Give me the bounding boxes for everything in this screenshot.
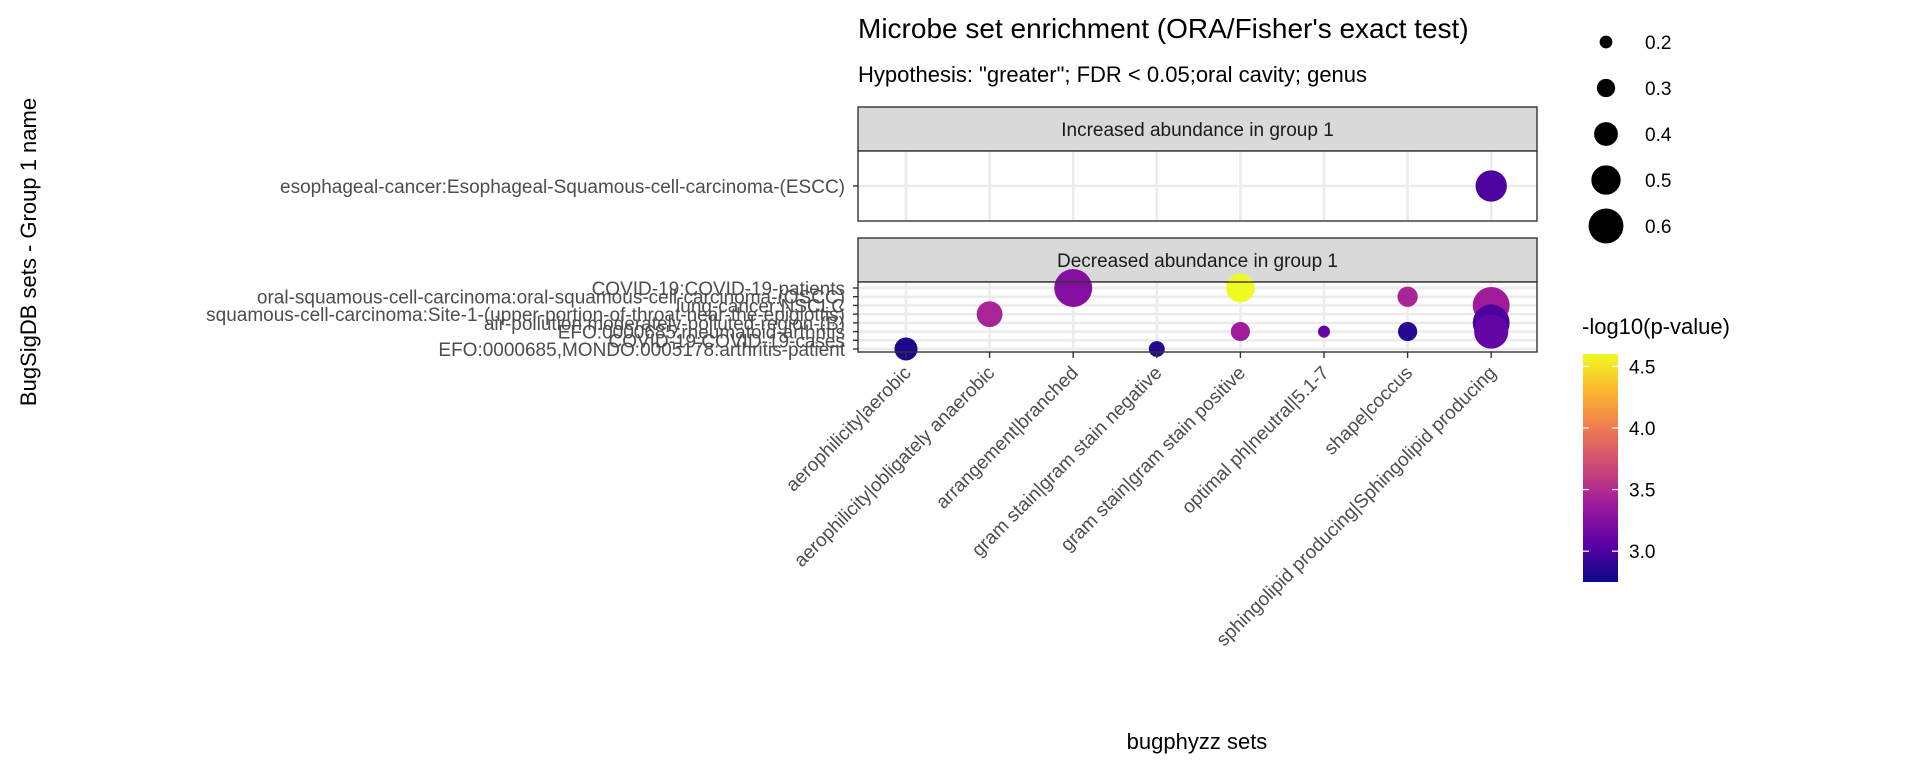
y-tick-label: EFO:0000685,MONDO:0005178:arthritis-pati… xyxy=(438,340,845,361)
data-point xyxy=(1226,273,1255,303)
color-legend-label: 3.0 xyxy=(1629,542,1655,563)
y-tick-label: COVID-19:COVID-19-patients xyxy=(592,279,845,300)
y-tick-label: COVID-19:COVID-19-cases xyxy=(608,331,845,352)
data-point xyxy=(1474,314,1509,349)
y-axis-title: BugSigDB sets - Group 1 name xyxy=(16,98,41,406)
size-legend-label: 0.4 xyxy=(1645,125,1672,146)
x-tick-label: arrangement|branched xyxy=(932,363,1083,514)
size-legend-label: 0.3 xyxy=(1645,79,1671,100)
panel-strip xyxy=(857,106,1538,152)
data-point xyxy=(894,337,918,361)
size-legend: 0.2 0.3 0.4 0.5 0.6 xyxy=(1588,33,1672,244)
color-legend-bar xyxy=(1583,354,1618,582)
data-point xyxy=(1318,325,1330,338)
panel-border xyxy=(857,150,1538,222)
color-legend-title: -log10(p-value) xyxy=(1582,314,1730,339)
data-point xyxy=(1148,341,1165,357)
y-tick-label: air-pollution:moderately-polluted-region… xyxy=(484,314,845,335)
size-legend-key xyxy=(1588,208,1624,244)
data-point xyxy=(1475,170,1507,202)
data-point xyxy=(1230,321,1250,342)
size-legend-label: 0.5 xyxy=(1645,171,1671,192)
chart-subtitle: Hypothesis: "greater"; FDR < 0.05;oral c… xyxy=(858,62,1367,87)
y-tick-label: squamous-cell-carcinoma:Site-1-(upper-po… xyxy=(206,305,845,326)
y-tick-label: oral-squamous-cell-carcinoma:oral-squamo… xyxy=(257,288,845,309)
color-legend-label: 4.5 xyxy=(1629,357,1655,378)
y-tick-label: lung-cancer:NSCLC xyxy=(676,296,845,317)
chart-title: Microbe set enrichment (ORA/Fisher's exa… xyxy=(858,13,1469,44)
data-point xyxy=(1054,269,1093,307)
color-legend-label: 3.5 xyxy=(1629,481,1655,502)
x-axis-group: aerophilicity|aerobicaerophilicity|oblig… xyxy=(782,352,1501,651)
x-axis-title: bugphyzz sets xyxy=(1127,729,1268,754)
data-point xyxy=(976,301,1003,328)
size-legend-key xyxy=(1596,78,1616,98)
x-tick-label: optimal ph|neutral|5.1-7 xyxy=(1178,363,1334,519)
panel-strip-label: Increased abundance in group 1 xyxy=(1061,120,1334,141)
panel-border xyxy=(857,281,1538,353)
panels-group: Increased abundance in group 1 esophageal… xyxy=(206,106,1538,361)
panel-1: Increased abundance in group 1 esophageal… xyxy=(280,106,1538,222)
size-legend-label: 0.2 xyxy=(1645,33,1671,54)
color-legend-label: 4.0 xyxy=(1629,419,1655,440)
data-point xyxy=(1397,286,1418,307)
size-legend-key xyxy=(1599,35,1613,49)
y-tick-label: EFO:0000685:rheumatoid-arthritis xyxy=(558,323,845,344)
size-legend-key xyxy=(1591,165,1621,195)
panel-2: Decreased abundance in group 1 EFO:000068… xyxy=(206,237,1538,361)
size-legend-key xyxy=(1594,122,1618,146)
y-tick-label: esophageal-cancer:Esophageal-Squamous-ce… xyxy=(280,177,845,198)
size-legend-label: 0.6 xyxy=(1645,217,1671,238)
x-tick-label: sphingolipid producing|Sphingolipid prod… xyxy=(1213,363,1501,651)
color-legend: -log10(p-value) 3.0 3.5 4.0 4.5 xyxy=(1582,314,1730,582)
data-point xyxy=(1398,321,1418,342)
panel-strip-label: Decreased abundance in group 1 xyxy=(1057,251,1338,272)
